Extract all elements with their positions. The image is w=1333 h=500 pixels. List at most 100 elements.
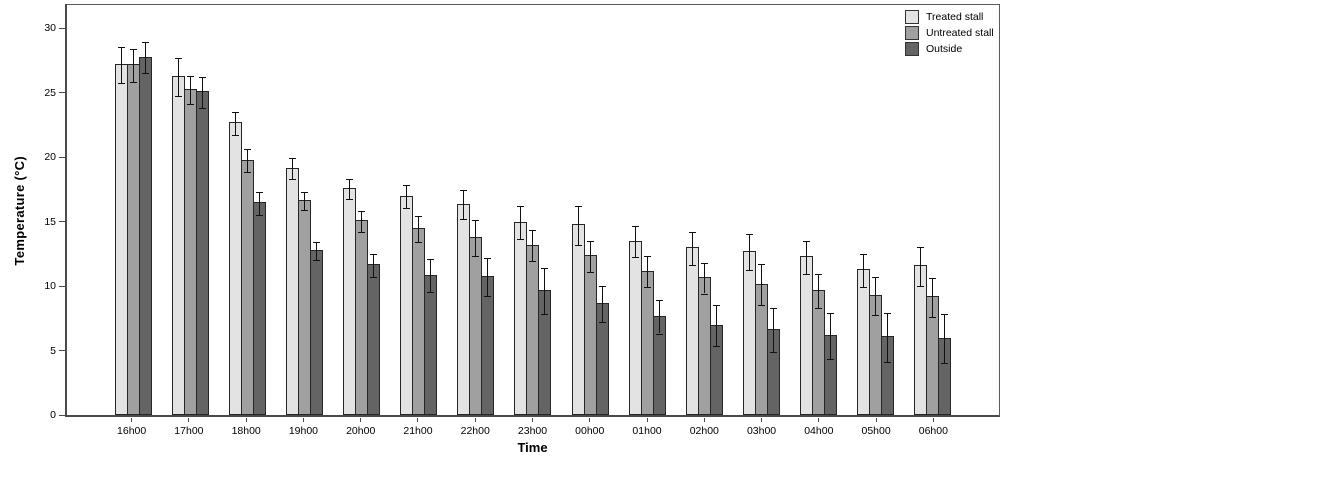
error-bar-outside-18h00	[259, 191, 261, 215]
x-axis-labels: 16h00 17h00 18h00 19h00 20h00 21h00 22h00 23h00…	[65, 418, 1000, 437]
error-bar-treated-stall-05h00	[862, 253, 864, 288]
x-slot-23h00: 23h00	[504, 418, 561, 437]
error-bar-cap	[826, 359, 834, 361]
error-bar-cap	[256, 191, 264, 193]
error-bar-cap	[484, 296, 492, 298]
error-bar-outside-04h00	[829, 312, 831, 360]
error-bar-treated-stall-06h00	[919, 247, 921, 286]
error-bar-cap	[631, 257, 639, 259]
error-bar-cap	[688, 265, 696, 267]
x-slot-00h00: 00h00	[561, 418, 618, 437]
bar-group-03h00	[733, 5, 790, 415]
legend-entry-treated-stall: Treated stall	[905, 10, 994, 24]
x-slot-05h00: 05h00	[847, 418, 904, 437]
bar-group-02h00	[676, 5, 733, 415]
error-bar-cap	[517, 205, 525, 207]
error-bar-cap	[712, 305, 720, 307]
legend-swatch-treated-stall	[905, 10, 919, 24]
error-bar-cap	[403, 185, 411, 187]
error-bar-cap	[859, 287, 867, 289]
error-bar-cap	[871, 315, 879, 317]
error-bar-cap	[472, 256, 480, 258]
x-tick-label-05h00: 05h00	[861, 425, 891, 437]
y-tick-label-5: 5	[50, 344, 56, 357]
error-bar-treated-stall-19h00	[292, 158, 294, 179]
x-slot-18h00: 18h00	[218, 418, 275, 437]
error-bar-cap	[655, 299, 663, 301]
error-bar-cap	[472, 220, 480, 222]
error-bar-cap	[883, 312, 891, 314]
error-bar-cap	[859, 253, 867, 255]
x-tick-mark-03h00	[761, 418, 763, 422]
error-bar-cap	[118, 47, 126, 49]
bar-group-00h00	[562, 5, 619, 415]
error-bar-cap	[769, 307, 777, 309]
error-bar-cap	[541, 267, 549, 269]
y-tick-label-0: 0	[50, 409, 56, 421]
x-slot-06h00: 06h00	[905, 418, 962, 437]
error-bar-outside-19h00	[316, 242, 318, 261]
error-bar-cap	[313, 242, 321, 243]
error-bar-untreated-stall-17h00	[190, 75, 192, 105]
error-bar-cap	[757, 263, 765, 265]
bar-outside-02h00	[709, 305, 723, 415]
x-tick-mark-23h00	[531, 418, 533, 422]
error-bar-treated-stall-17h00	[178, 57, 180, 97]
x-tick-mark-16h00	[131, 418, 133, 422]
bar-group-22h00	[447, 5, 504, 415]
bar-group-18h00	[219, 5, 276, 415]
error-bar-cap	[826, 312, 834, 314]
error-bar-untreated-stall-16h00	[133, 48, 135, 83]
error-bar-cap	[586, 271, 594, 273]
error-bar-treated-stall-01h00	[634, 226, 636, 258]
x-slot-04h00: 04h00	[790, 418, 847, 437]
bar-outside-20h00	[367, 253, 381, 415]
error-bar-cap	[358, 211, 366, 213]
error-bar-cap	[517, 239, 525, 241]
bar-outside-18h00	[253, 191, 267, 415]
y-axis-title: Temperature (°C)	[12, 4, 27, 417]
error-bar-cap	[358, 231, 366, 233]
x-tick-label-20h00: 20h00	[346, 425, 376, 437]
error-bar-cap	[460, 190, 468, 192]
y-tick-mark-5	[59, 350, 65, 351]
error-bar-cap	[175, 96, 183, 98]
x-tick-mark-02h00	[703, 418, 705, 422]
error-bar-outside-16h00	[145, 42, 147, 73]
error-bar-outside-02h00	[715, 305, 717, 347]
error-bar-cap	[415, 242, 423, 243]
bar-group-06h00	[904, 5, 961, 415]
error-bar-untreated-stall-22h00	[475, 220, 477, 257]
error-bar-cap	[301, 209, 309, 211]
x-tick-mark-00h00	[589, 418, 591, 422]
plot-area: 0 5 10 15 20 25 30 Treated stall Untreated sta…	[44, 4, 1000, 421]
error-bar-cap	[769, 351, 777, 353]
error-bar-cap	[142, 42, 150, 44]
bar-group-04h00	[790, 5, 847, 415]
error-bar-treated-stall-16h00	[121, 47, 123, 84]
error-bar-outside-21h00	[430, 258, 432, 293]
x-axis-title: Time	[517, 440, 548, 455]
error-bar-cap	[256, 214, 264, 216]
x-slot-20h00: 20h00	[332, 418, 389, 437]
error-bar-outside-01h00	[658, 299, 660, 334]
error-bar-outside-22h00	[487, 257, 489, 297]
error-bar-cap	[928, 316, 936, 318]
error-bar-cap	[289, 178, 297, 180]
y-tick-label-10: 10	[44, 280, 56, 293]
error-bar-outside-05h00	[886, 312, 888, 362]
legend: Treated stall Untreated stall Outside	[905, 10, 994, 58]
error-bar-cap	[916, 285, 924, 287]
error-bar-cap	[370, 253, 378, 255]
error-bar-cap	[427, 258, 435, 260]
error-bar-cap	[415, 216, 423, 218]
error-bar-cap	[427, 292, 435, 294]
y-tick-mark-25	[59, 92, 65, 94]
error-bar-treated-stall-02h00	[691, 231, 693, 266]
error-bar-outside-00h00	[601, 285, 603, 322]
error-bar-untreated-stall-18h00	[247, 149, 249, 173]
error-bar-cap	[598, 321, 606, 323]
error-bar-cap	[301, 191, 309, 193]
bar-outside-00h00	[595, 285, 609, 415]
error-bar-cap	[199, 76, 207, 78]
